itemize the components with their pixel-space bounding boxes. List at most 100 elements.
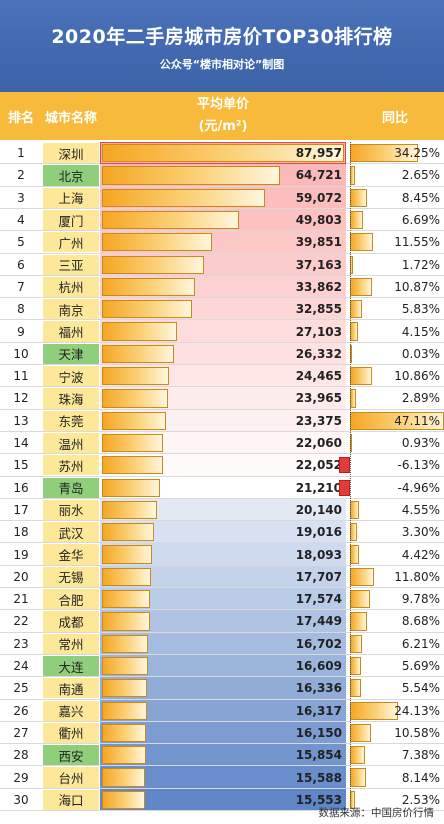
city-name: 无锡 [58, 570, 84, 586]
city-cell-background [43, 655, 99, 677]
price-value: 59,072 [295, 190, 342, 205]
yoy-value: 11.55% [394, 235, 440, 250]
rank-cell-background [0, 320, 42, 343]
city-name: 福州 [58, 325, 84, 341]
city-name: 厦门 [58, 213, 84, 229]
price-value: 15,588 [295, 770, 342, 785]
price-bar [102, 166, 281, 185]
city-name: 常州 [58, 637, 84, 653]
city-cell-background [43, 254, 99, 275]
city-cell-background [43, 611, 99, 632]
city-name: 杭州 [58, 280, 84, 296]
row-divider [0, 564, 444, 566]
rank-cell-background [0, 521, 42, 544]
city-cell-background [43, 633, 99, 654]
price-bar [102, 545, 152, 564]
price-value: 21,210 [295, 480, 342, 495]
rank-cell-background [0, 588, 42, 611]
rank-cell-background [0, 164, 42, 187]
row-divider [0, 609, 444, 611]
city-name: 广州 [58, 235, 84, 251]
price-value: 16,336 [295, 681, 342, 696]
price-bar [102, 612, 150, 631]
city-cell-background [43, 143, 99, 164]
city-cell-background [43, 343, 99, 364]
rank-cell-background [0, 186, 42, 209]
price-bar [102, 210, 240, 230]
city-cell-background [43, 678, 99, 699]
price-value: 49,803 [295, 213, 342, 228]
rank-label: 15 [13, 458, 29, 473]
row-divider [0, 185, 444, 187]
row-divider [0, 720, 444, 722]
rank-label: 28 [13, 748, 29, 763]
rank-label: 29 [13, 770, 29, 785]
rank-cell-background [0, 387, 42, 410]
rank-cell-background [0, 275, 42, 299]
price-value: 39,851 [295, 235, 342, 250]
yoy-value: 8.45% [401, 190, 440, 205]
city-cell-background [43, 410, 99, 431]
yoy-value: 6.21% [401, 636, 440, 651]
city-name: 深圳 [58, 146, 84, 162]
rank-cell-background [0, 677, 42, 700]
rank-label: 26 [13, 703, 29, 718]
row-divider [0, 520, 444, 522]
city-cell-background [43, 789, 99, 810]
price-header-line2: (元/m²) [198, 119, 248, 134]
city-name: 大连 [58, 659, 84, 675]
price-bar [102, 322, 177, 341]
row-divider [0, 676, 444, 678]
rank-cell-background [0, 788, 42, 811]
price-bar [102, 411, 167, 430]
price-value: 26,332 [295, 346, 342, 361]
rank-column-header: 排名 [0, 92, 42, 140]
yoy-value: 4.15% [401, 324, 440, 339]
price-row-background [100, 521, 346, 544]
price-bar [102, 746, 146, 765]
city-name: 三亚 [58, 258, 84, 274]
yoy-value: 10.58% [394, 725, 440, 740]
row-divider [0, 230, 444, 232]
rank-label: 12 [13, 391, 29, 406]
price-bar [102, 277, 196, 297]
price-value: 23,375 [295, 413, 342, 428]
city-cell-background [43, 187, 99, 208]
price-bar [102, 456, 163, 475]
rank-cell-background [0, 454, 42, 477]
row-divider [0, 587, 444, 588]
price-bar [102, 679, 147, 698]
city-name: 宁波 [58, 369, 84, 385]
price-row-background [100, 588, 346, 611]
yoy-value: 5.54% [401, 681, 440, 696]
yoy-value: -6.13% [397, 458, 440, 473]
rank-cell-background [0, 766, 42, 789]
rank-label: 9 [17, 324, 25, 339]
price-value: 27,103 [295, 324, 342, 339]
city-name: 西安 [58, 748, 84, 764]
price-value: 17,707 [295, 569, 342, 584]
rank-label: 7 [17, 279, 25, 294]
price-row-background [100, 610, 346, 633]
price-bar [102, 144, 344, 163]
row-divider [0, 364, 444, 365]
city-name: 丽水 [58, 503, 84, 519]
city-name: 武汉 [58, 525, 84, 541]
chart-title: 2020年二手房城市房价TOP30排行榜 [51, 26, 393, 48]
price-value: 20,140 [295, 502, 342, 517]
rank-label: 25 [13, 681, 29, 696]
city-name: 金华 [58, 548, 84, 564]
rank-cell-background [0, 208, 42, 232]
price-value: 15,553 [295, 792, 342, 807]
price-bar [102, 367, 170, 386]
yoy-value: 7.38% [401, 748, 440, 763]
price-value: 22,060 [295, 436, 342, 451]
rank-cell-background [0, 365, 42, 388]
rank-cell-background [0, 632, 42, 655]
city-cell-background [43, 566, 99, 587]
yoy-value: 11.80% [394, 569, 440, 584]
yoy-value: -4.96% [397, 480, 440, 495]
price-row-background [100, 744, 346, 767]
price-value: 33,862 [295, 279, 342, 294]
